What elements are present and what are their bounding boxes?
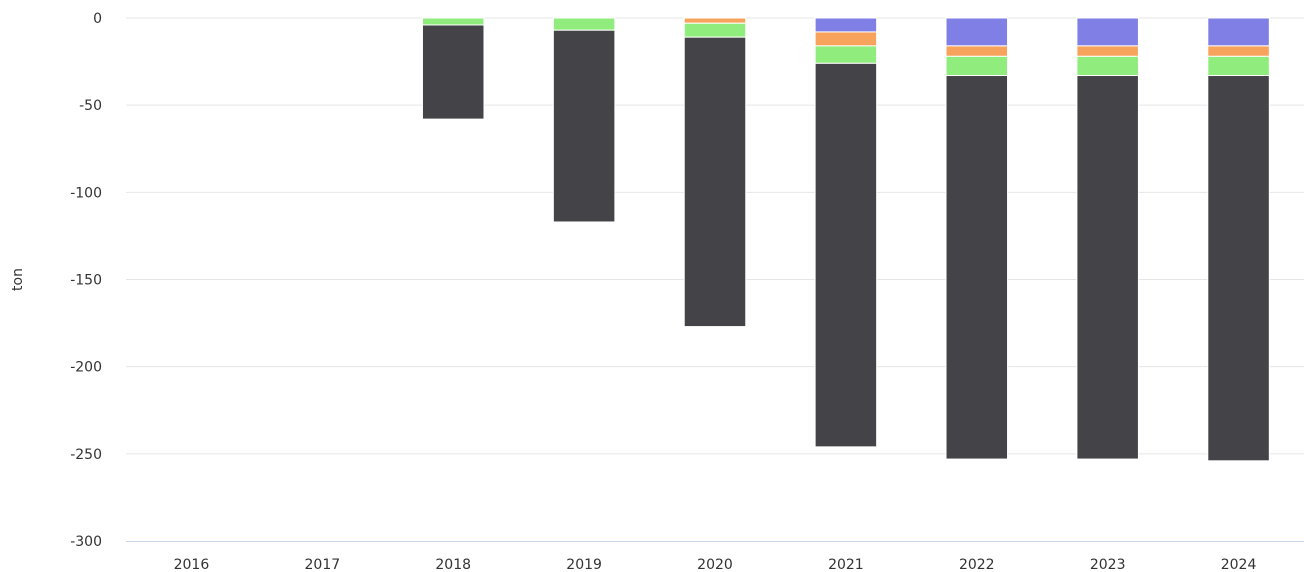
bar-segment[interactable] — [1077, 46, 1139, 56]
x-tick-label: 2018 — [435, 557, 471, 572]
bar-segment[interactable] — [815, 32, 877, 46]
y-tick-label: -250 — [70, 447, 102, 463]
x-tick-label: 2022 — [959, 557, 995, 572]
y-tick-label: -50 — [79, 98, 102, 114]
bar-segment[interactable] — [684, 23, 746, 37]
bar-segment[interactable] — [1208, 76, 1270, 461]
bar-segment[interactable] — [1077, 76, 1139, 460]
y-tick-label: -200 — [70, 360, 102, 376]
x-tick-label: 2017 — [305, 557, 341, 572]
bar-segment[interactable] — [1077, 56, 1139, 75]
bar-segment[interactable] — [946, 56, 1008, 75]
x-tick-label: 2019 — [566, 557, 602, 572]
bar-segment[interactable] — [553, 18, 615, 30]
x-tick-label: 2016 — [174, 557, 210, 572]
y-axis-label: ton — [10, 268, 26, 291]
bar-segment[interactable] — [815, 46, 877, 63]
x-axis-ticks: 2016 2017 2018 2019 2020 2021 2022 2023 2024 — [174, 557, 1257, 572]
bar-segment[interactable] — [553, 30, 615, 222]
bar-segment[interactable] — [946, 18, 1008, 46]
bar-segment[interactable] — [1208, 18, 1270, 46]
bar-segment[interactable] — [684, 18, 746, 23]
y-tick-label: -100 — [70, 185, 102, 201]
y-axis-ticks: 0 -50 -100 -150 -200 -250 -300 — [70, 11, 102, 550]
bar-stacks — [422, 18, 1269, 461]
y-tick-label: -150 — [70, 273, 102, 289]
y-tick-label: 0 — [93, 11, 102, 27]
bar-segment[interactable] — [815, 18, 877, 32]
bar-segment[interactable] — [422, 18, 484, 25]
x-tick-label: 2020 — [697, 557, 733, 572]
bar-segment[interactable] — [946, 76, 1008, 460]
bar-segment[interactable] — [1077, 18, 1139, 46]
x-tick-label: 2024 — [1221, 557, 1257, 572]
bar-segment[interactable] — [1208, 46, 1270, 56]
bar-segment[interactable] — [815, 63, 877, 447]
y-tick-label: -300 — [70, 534, 102, 550]
x-tick-label: 2021 — [828, 557, 864, 572]
bar-segment[interactable] — [684, 37, 746, 326]
bar-segment[interactable] — [422, 25, 484, 119]
bar-segment[interactable] — [1208, 56, 1270, 75]
x-tick-label: 2023 — [1090, 557, 1126, 572]
bar-segment[interactable] — [946, 46, 1008, 56]
